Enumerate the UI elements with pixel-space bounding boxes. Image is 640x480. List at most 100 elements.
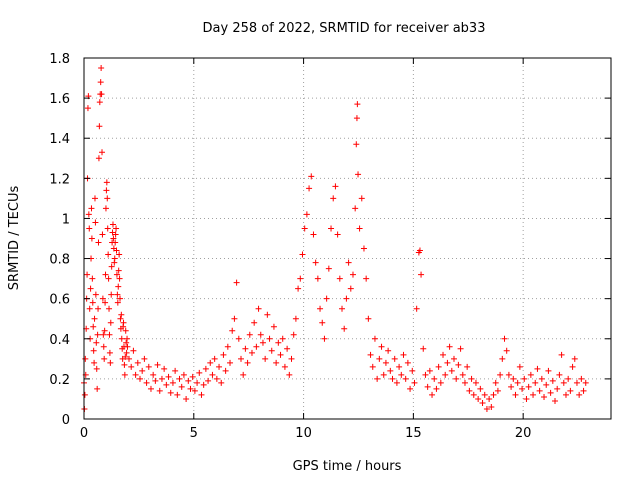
data-point (91, 359, 98, 366)
data-point (525, 383, 532, 390)
data-point (391, 355, 398, 362)
y-tick-label: 1.2 (49, 172, 70, 187)
data-point (536, 387, 543, 394)
data-point (105, 251, 112, 258)
data-point (99, 295, 106, 302)
data-point (409, 367, 416, 374)
data-point (354, 101, 361, 108)
data-point (110, 235, 117, 242)
data-point (450, 355, 457, 362)
x-tick-label: 5 (190, 426, 198, 441)
data-point (334, 231, 341, 238)
x-tick-label: 0 (80, 426, 88, 441)
data-point (93, 365, 100, 372)
data-point (407, 385, 414, 392)
data-point (380, 371, 387, 378)
data-point (143, 379, 150, 386)
data-point (580, 387, 587, 394)
data-point (576, 391, 583, 398)
data-point (150, 371, 157, 378)
data-point (100, 331, 107, 338)
data-point (97, 79, 104, 86)
data-point (295, 285, 302, 292)
data-point (122, 327, 129, 334)
data-point (99, 149, 106, 156)
tick-labels: 0 5 10 15 20 0 0.2 0.4 0.6 0.8 1 1.2 1.4 1.6 1.8 (49, 52, 531, 441)
data-point (91, 195, 98, 202)
data-point (547, 389, 554, 396)
data-point (286, 371, 293, 378)
data-point (106, 349, 113, 356)
data-point (481, 391, 488, 398)
data-point (240, 371, 247, 378)
data-point (244, 359, 251, 366)
data-point (353, 141, 360, 148)
data-point (567, 387, 574, 394)
data-point (92, 291, 99, 298)
data-point (117, 315, 124, 322)
data-point (264, 311, 271, 318)
data-point (308, 173, 315, 180)
data-point (508, 383, 515, 390)
data-point (404, 359, 411, 366)
data-point (185, 377, 192, 384)
data-point (319, 319, 326, 326)
data-point (459, 371, 466, 378)
grid-lines (84, 58, 611, 419)
data-point (122, 353, 129, 360)
data-point (94, 331, 101, 338)
data-point (180, 371, 187, 378)
data-point (402, 375, 409, 382)
data-point (290, 331, 297, 338)
data-point (200, 381, 207, 388)
data-point (266, 335, 273, 342)
data-point (103, 187, 110, 194)
data-point (514, 379, 521, 386)
chart-title: Day 258 of 2022, SRMTID for receiver ab3… (203, 21, 486, 36)
data-point (284, 345, 291, 352)
data-point (303, 211, 310, 218)
y-tick-label: 0.8 (49, 253, 70, 268)
data-point (347, 285, 354, 292)
data-point (270, 323, 277, 330)
x-axis-label: GPS time / hours (293, 459, 402, 474)
data-point (396, 363, 403, 370)
data-point (156, 387, 163, 394)
data-point (220, 351, 227, 358)
data-point (238, 355, 245, 362)
data-point (106, 305, 113, 312)
data-point (92, 219, 99, 226)
data-point (118, 311, 125, 318)
data-point (242, 345, 249, 352)
data-point (101, 355, 108, 362)
data-point (360, 245, 367, 252)
data-point (136, 375, 143, 382)
data-point (116, 275, 123, 282)
data-point (106, 331, 113, 338)
data-point (497, 371, 504, 378)
data-point (158, 375, 165, 382)
data-point (376, 355, 383, 362)
data-point (123, 339, 130, 346)
data-point (554, 385, 561, 392)
data-point (114, 299, 121, 306)
data-point (194, 379, 201, 386)
data-point (317, 305, 324, 312)
data-point (292, 315, 299, 322)
y-tick-label: 0.6 (49, 293, 70, 308)
data-point (488, 403, 495, 410)
data-point (196, 369, 203, 376)
data-point (573, 379, 580, 386)
data-point (494, 387, 501, 394)
data-point (510, 375, 517, 382)
data-point (332, 183, 339, 190)
data-point (527, 371, 534, 378)
data-point (207, 359, 214, 366)
data-point (306, 185, 313, 192)
data-point (275, 339, 282, 346)
data-point (492, 379, 499, 386)
data-point (453, 375, 460, 382)
data-point (523, 395, 530, 402)
data-point (479, 399, 486, 406)
data-point (104, 195, 111, 202)
